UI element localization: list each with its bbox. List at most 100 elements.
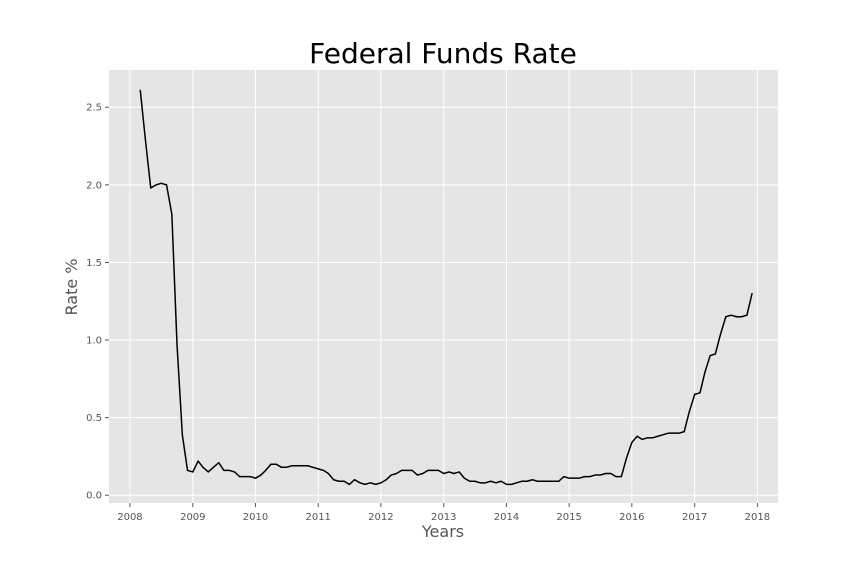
data-point [484, 482, 487, 484]
data-point [312, 466, 314, 468]
data-point [364, 483, 366, 485]
y-tick-label: 1.5 [86, 258, 102, 269]
data-point [275, 463, 277, 465]
data-point [338, 480, 340, 482]
data-point [165, 184, 168, 186]
data-point [490, 480, 492, 482]
data-point [463, 477, 465, 479]
data-point [474, 480, 476, 482]
data-point [458, 471, 460, 473]
y-axis-ticks: 0.0 0.5 1.0 1.5 2.0 2.5 [86, 103, 109, 502]
x-tick-label: 2014 [494, 512, 519, 523]
data-point [233, 471, 236, 473]
rate-line [139, 90, 753, 486]
data-point [176, 344, 178, 346]
data-point [249, 476, 251, 478]
x-tick-label: 2017 [682, 512, 707, 523]
data-point [526, 480, 528, 482]
data-point [443, 472, 445, 475]
data-point [411, 469, 413, 472]
data-point [646, 437, 649, 439]
data-point [254, 477, 257, 479]
x-tick-label: 2008 [117, 512, 142, 523]
data-point [333, 479, 335, 481]
data-point [578, 477, 580, 479]
data-point [589, 476, 591, 478]
data-point [511, 483, 513, 485]
data-point [401, 469, 403, 472]
data-point [573, 477, 576, 479]
data-point [139, 89, 141, 91]
data-point [197, 460, 199, 462]
data-point [160, 182, 162, 184]
data-point [374, 483, 377, 485]
data-point [515, 482, 518, 484]
y-axis-label: Rate % [62, 259, 81, 316]
data-point [322, 469, 325, 472]
data-point [212, 466, 215, 468]
x-tick-label: 2010 [243, 512, 268, 523]
x-gridlines [129, 70, 758, 503]
data-point [317, 468, 319, 470]
data-point [422, 472, 424, 475]
data-point [652, 437, 654, 439]
data-point [552, 480, 554, 482]
data-point [746, 314, 748, 316]
data-point [406, 469, 408, 472]
data-point [594, 474, 596, 476]
y-tick-label: 0.5 [86, 413, 102, 424]
data-point [359, 482, 361, 484]
data-point [207, 471, 209, 473]
data-point [186, 469, 189, 472]
data-point [155, 184, 157, 186]
data-point [625, 457, 628, 459]
data-point [558, 480, 560, 482]
data-point [448, 471, 450, 473]
x-tick-label: 2013 [431, 512, 456, 523]
data-point [584, 476, 586, 478]
chart-title: Federal Funds Rate [309, 37, 577, 70]
data-point [202, 466, 204, 468]
data-point [709, 354, 711, 357]
data-point [348, 483, 350, 485]
x-tick-label: 2018 [745, 512, 770, 523]
data-point [327, 472, 329, 475]
data-point [144, 140, 147, 142]
data-points [139, 89, 753, 485]
data-point [604, 472, 607, 475]
x-axis-label: Years [421, 522, 464, 541]
y-tick-label: 2.5 [86, 103, 102, 114]
data-point [390, 474, 392, 476]
data-point [244, 476, 246, 478]
data-point [270, 463, 272, 465]
data-point [631, 441, 633, 444]
data-point [735, 316, 738, 318]
x-tick-label: 2016 [619, 512, 644, 523]
y-tick-label: 0.0 [86, 491, 102, 502]
data-point [416, 474, 419, 476]
data-point [694, 393, 696, 395]
data-point [636, 435, 638, 437]
data-point [296, 465, 298, 467]
data-point [228, 469, 230, 472]
data-point [542, 480, 544, 482]
data-point [500, 480, 502, 482]
data-point [667, 432, 670, 434]
data-point [725, 316, 727, 318]
data-point [688, 410, 690, 413]
data-point [547, 480, 549, 482]
x-tick-label: 2015 [556, 512, 581, 523]
data-point [453, 472, 455, 475]
data-point [657, 435, 659, 437]
data-point [599, 474, 601, 476]
data-point [192, 471, 194, 473]
data-point [505, 483, 508, 485]
y-tick-label: 1.0 [86, 336, 102, 347]
x-tick-label: 2011 [305, 512, 330, 523]
data-point [385, 479, 387, 481]
data-point [265, 469, 267, 472]
data-point [521, 480, 523, 482]
data-point [301, 465, 303, 467]
data-point [432, 469, 434, 472]
